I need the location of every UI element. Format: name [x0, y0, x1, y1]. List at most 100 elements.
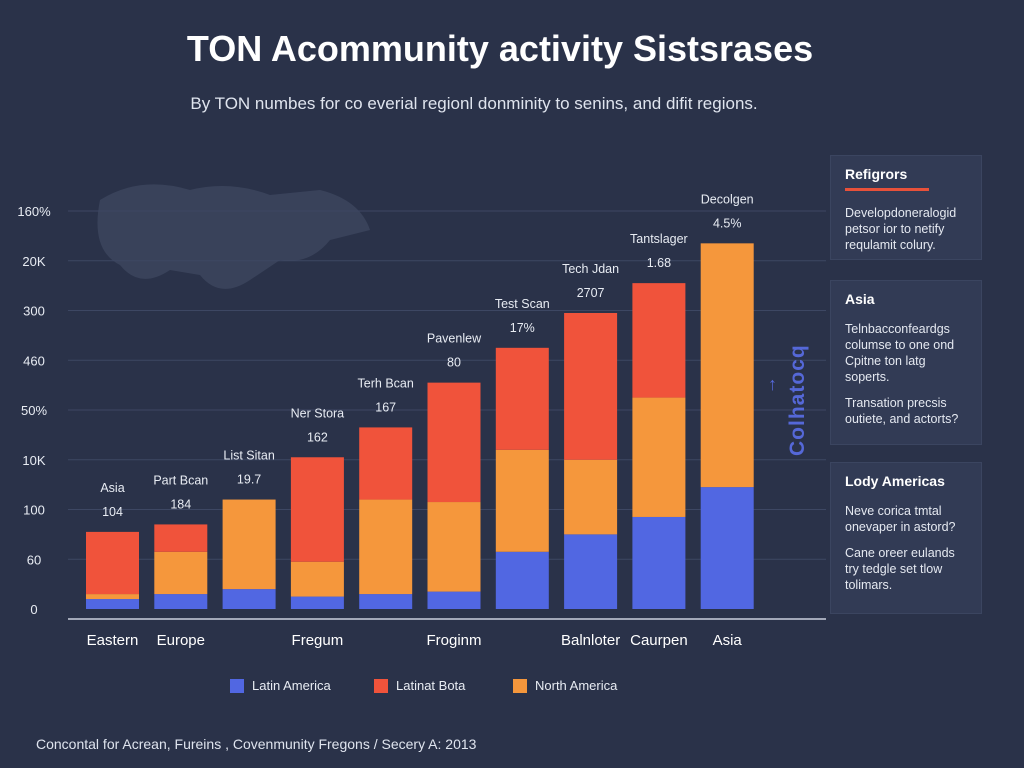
- panel-line: requlamit colury.: [845, 238, 936, 252]
- y-tick-label: 10K: [22, 453, 45, 468]
- bar-segment: [427, 502, 481, 592]
- accent-rule: [845, 188, 929, 191]
- bar-segment: [359, 499, 413, 595]
- bar-segment: [290, 561, 344, 597]
- bar-label-name: Part Bcan: [153, 473, 208, 487]
- bar-segment: [222, 589, 276, 609]
- chart-subtitle: By TON numbes for co everial regionl don…: [190, 94, 758, 113]
- bar-segment: [495, 449, 549, 552]
- panel-text-extra: Cane oreer eulands try tedgle set tlow t…: [845, 545, 973, 593]
- x-tick-label: Froginm: [426, 632, 481, 649]
- bar-label-name: Terh Bcan: [358, 376, 414, 390]
- bar-label-name: Decolgen: [701, 192, 754, 206]
- bar-segment: [632, 283, 686, 398]
- info-panel-refigrors: Refigrors Developdoneralogid petsor ior …: [830, 155, 982, 260]
- bar-label-value: 2707: [577, 286, 605, 300]
- panel-line: Developdoneralogid: [845, 206, 957, 220]
- footer-note: Concontal for Acrean, Fureins , Covenmun…: [36, 736, 477, 752]
- panel-line: columse to one ond: [845, 338, 955, 352]
- bar-label-name: Tantslager: [630, 232, 688, 246]
- bar-segment: [154, 594, 208, 609]
- bar-segment: [290, 457, 344, 562]
- bar-segment: [222, 499, 276, 590]
- legend-item-latin-america: Latin America: [230, 678, 331, 693]
- bar-segment: [86, 531, 139, 595]
- y-tick-label: 0: [30, 602, 37, 617]
- y-tick-label: 160%: [17, 204, 51, 219]
- bar-label-name: List Sitan: [223, 449, 274, 463]
- legend-item-north-america: North America: [513, 678, 617, 693]
- panel-line: tolimars.: [845, 578, 893, 592]
- y-tick-label: 100: [23, 503, 45, 518]
- panel-line: try tedgle set tlow: [845, 562, 943, 576]
- bar-label-value: 17%: [510, 321, 535, 335]
- panel-text-extra: Transation precsis outiete, and actorts?: [845, 395, 973, 427]
- chart-title: TON Acommunity activity Sistsrases: [186, 28, 814, 69]
- side-vertical-label: Colhatocq: [786, 344, 809, 456]
- info-panel-lody-americas: Lody Americas Neve corica tmtal onevaper…: [830, 462, 982, 614]
- x-tick-label: Europe: [157, 632, 205, 649]
- bar-label-name: Pavenlew: [427, 332, 482, 346]
- panel-text: Developdoneralogid petsor ior to netify …: [845, 205, 973, 253]
- x-tick-label: Balnloter: [561, 632, 620, 649]
- bar-label-name: Asia: [100, 481, 124, 495]
- bar-label-name: Ner Stora: [291, 406, 345, 420]
- bar-label-value: 184: [170, 497, 191, 511]
- panel-line: outiete, and actorts?: [845, 412, 959, 426]
- panel-line: Neve corica tmtal: [845, 504, 942, 518]
- legend-item-latinat-bota: Latinat Bota: [374, 678, 465, 693]
- bar-segment: [495, 551, 549, 609]
- legend-label: Latin America: [252, 678, 331, 693]
- legend-label: Latinat Bota: [396, 678, 466, 693]
- bar-segment: [86, 594, 139, 600]
- legend-label: North America: [535, 678, 618, 693]
- bar-segment: [564, 459, 618, 535]
- panel-line: Telnbacconfeardgs: [845, 322, 950, 336]
- bar-segment: [427, 382, 481, 503]
- panel-line: Cane oreer eulands: [845, 546, 955, 560]
- x-tick-label: Caurpen: [630, 632, 688, 649]
- bar-segment: [632, 397, 686, 517]
- arrow-up-icon: ↑: [768, 374, 777, 394]
- legend-swatch: [513, 678, 527, 693]
- x-tick-label: Fregum: [292, 632, 344, 649]
- x-tick-label: Asia: [713, 632, 743, 649]
- panel-heading: Lody Americas: [845, 473, 945, 489]
- panel-heading: Asia: [845, 291, 875, 307]
- bar-label-value: 1.68: [647, 256, 671, 270]
- panel-line: petsor ior to netify: [845, 222, 945, 236]
- panel-line: soperts.: [845, 370, 890, 384]
- bar-segment: [86, 599, 139, 609]
- y-tick-label: 60: [27, 552, 41, 567]
- bar-segment: [154, 551, 208, 595]
- panel-line: Transation precsis: [845, 396, 947, 410]
- bar-label-value: 19.7: [237, 473, 261, 487]
- y-tick-label: 300: [23, 304, 45, 319]
- bar-segment: [564, 534, 618, 609]
- panel-line: Cpitne ton latg: [845, 354, 926, 368]
- y-tick-label: 20K: [22, 254, 45, 269]
- x-tick-label: Eastern: [87, 632, 139, 649]
- bar-label-value: 167: [375, 400, 396, 414]
- bar-segment: [495, 347, 549, 450]
- bar-segment: [359, 594, 413, 609]
- bar-segment: [427, 591, 481, 609]
- bar-segment: [564, 312, 618, 460]
- y-tick-label: 460: [23, 353, 45, 368]
- info-panel-asia: Asia Telnbacconfeardgs columse to one on…: [830, 280, 982, 445]
- panel-heading: Refigrors: [845, 166, 908, 182]
- legend-swatch: [230, 678, 244, 693]
- bar-segment: [700, 243, 754, 488]
- bar-label-value: 162: [307, 430, 328, 444]
- bar-segment: [290, 596, 344, 609]
- panel-line: onevaper in astord?: [845, 520, 956, 534]
- bar-label-value: 4.5%: [713, 216, 742, 230]
- bar-label-value: 104: [102, 505, 123, 519]
- panel-text: Telnbacconfeardgs columse to one ond Cpi…: [845, 321, 973, 385]
- bar-label-value: 80: [447, 356, 461, 370]
- bar-segment: [154, 524, 208, 552]
- y-tick-label: 50%: [21, 403, 47, 418]
- bar-segment: [632, 516, 686, 609]
- legend-swatch: [374, 678, 388, 693]
